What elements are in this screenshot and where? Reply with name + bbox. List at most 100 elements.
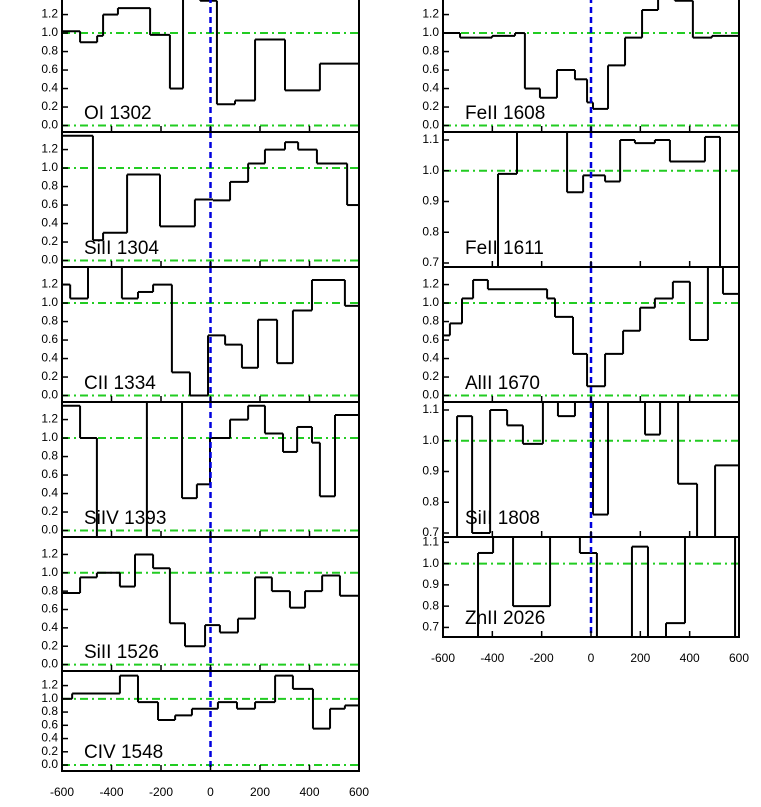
x-tick-label: 200 bbox=[630, 651, 650, 665]
y-tick-label: 0.4 bbox=[41, 81, 58, 95]
x-tick-label: 600 bbox=[349, 785, 369, 799]
y-tick-label: 0.4 bbox=[422, 351, 439, 365]
line-label: FeII 1608 bbox=[465, 103, 545, 124]
y-tick-label: 1.0 bbox=[41, 25, 58, 39]
line-label: SiII 1526 bbox=[84, 642, 159, 663]
line-label: CIV 1548 bbox=[84, 742, 163, 763]
x-tick-label: -400 bbox=[99, 785, 123, 799]
y-tick-label: 1.0 bbox=[41, 160, 58, 174]
y-tick-label: 0.6 bbox=[41, 602, 58, 616]
y-tick-label: 0.6 bbox=[41, 717, 58, 731]
y-tick-label: 0.8 bbox=[41, 704, 58, 718]
y-tick-label: 0.9 bbox=[422, 577, 439, 591]
y-tick-label: 0.0 bbox=[41, 388, 58, 402]
y-tick-label: 0.2 bbox=[41, 234, 58, 248]
y-tick-label: 0.0 bbox=[41, 253, 58, 267]
y-tick-label: 1.1 bbox=[422, 402, 439, 416]
y-tick-label: 0.0 bbox=[422, 388, 439, 402]
panel bbox=[443, 537, 739, 637]
y-tick-label: 0.6 bbox=[41, 332, 58, 346]
y-tick-label: 1.2 bbox=[422, 7, 439, 21]
y-tick-label: 0.8 bbox=[41, 449, 58, 463]
y-tick-label: 0.0 bbox=[41, 118, 58, 132]
y-tick-label: 1.2 bbox=[41, 7, 58, 21]
y-tick-label: 0.4 bbox=[41, 620, 58, 634]
y-tick-label: 1.0 bbox=[41, 295, 58, 309]
y-tick-label: 1.0 bbox=[422, 556, 439, 570]
y-tick-label: 0.8 bbox=[422, 44, 439, 58]
line-label: SiII 1304 bbox=[84, 238, 159, 259]
y-tick-label: 1.2 bbox=[41, 547, 58, 561]
y-tick-label: 0.8 bbox=[422, 494, 439, 508]
y-tick-label: 1.2 bbox=[422, 277, 439, 291]
y-tick-label: 1.0 bbox=[422, 433, 439, 447]
y-tick-label: 0.8 bbox=[422, 224, 439, 238]
y-tick-label: 0.8 bbox=[41, 314, 58, 328]
panel bbox=[62, 0, 359, 132]
y-tick-label: 0.2 bbox=[422, 99, 439, 113]
y-tick-label: 0.7 bbox=[422, 525, 439, 539]
y-tick-label: 0.8 bbox=[422, 314, 439, 328]
y-tick-label: 1.0 bbox=[41, 430, 58, 444]
y-tick-label: 0.9 bbox=[422, 194, 439, 208]
x-tick-label: -600 bbox=[50, 785, 74, 799]
x-tick-label: -200 bbox=[149, 785, 173, 799]
y-tick-label: 1.0 bbox=[422, 163, 439, 177]
y-tick-label: 1.0 bbox=[41, 691, 58, 705]
panel bbox=[443, 267, 739, 402]
y-tick-label: 0.8 bbox=[41, 583, 58, 597]
y-tick-label: 0.8 bbox=[41, 179, 58, 193]
y-tick-label: 0.2 bbox=[41, 99, 58, 113]
x-tick-label: 400 bbox=[680, 651, 700, 665]
x-tick-label: 0 bbox=[588, 651, 595, 665]
y-tick-label: 0.4 bbox=[41, 351, 58, 365]
y-tick-label: 0.8 bbox=[41, 44, 58, 58]
line-label: OI 1302 bbox=[84, 103, 152, 124]
y-tick-label: 0.0 bbox=[41, 757, 58, 771]
y-tick-label: 0.4 bbox=[41, 216, 58, 230]
y-tick-label: 1.1 bbox=[422, 534, 439, 548]
y-tick-label: 0.0 bbox=[41, 523, 58, 537]
y-tick-label: 0.6 bbox=[422, 332, 439, 346]
panel bbox=[62, 132, 359, 267]
y-tick-label: 0.7 bbox=[422, 620, 439, 634]
x-tick-label: -400 bbox=[480, 651, 504, 665]
y-tick-label: 1.0 bbox=[41, 565, 58, 579]
y-tick-label: 1.2 bbox=[41, 142, 58, 156]
y-tick-label: 0.2 bbox=[41, 369, 58, 383]
x-tick-label: -200 bbox=[530, 651, 554, 665]
x-tick-label: 600 bbox=[729, 651, 749, 665]
y-tick-label: 0.4 bbox=[41, 731, 58, 745]
panel bbox=[62, 537, 359, 671]
y-tick-label: 0.9 bbox=[422, 464, 439, 478]
y-tick-label: 0.4 bbox=[422, 81, 439, 95]
line-label: ZnII 2026 bbox=[465, 608, 545, 629]
line-label: FeII 1611 bbox=[465, 238, 544, 259]
y-tick-label: 0.4 bbox=[41, 486, 58, 500]
y-tick-label: 0.2 bbox=[41, 744, 58, 758]
y-tick-label: 0.8 bbox=[422, 598, 439, 612]
y-tick-label: 0.0 bbox=[41, 657, 58, 671]
y-tick-label: 0.2 bbox=[422, 369, 439, 383]
panel bbox=[443, 402, 739, 537]
x-tick-label: 0 bbox=[207, 785, 214, 799]
y-tick-label: 1.1 bbox=[422, 132, 439, 146]
y-tick-label: 1.2 bbox=[41, 678, 58, 692]
y-tick-label: 0.2 bbox=[41, 504, 58, 518]
line-label: SiIV 1393 bbox=[84, 508, 166, 529]
y-tick-label: 0.6 bbox=[41, 197, 58, 211]
y-tick-label: 1.2 bbox=[41, 277, 58, 291]
panel bbox=[62, 402, 359, 537]
y-tick-label: 1.2 bbox=[41, 412, 58, 426]
line-label: CII 1334 bbox=[84, 373, 156, 394]
x-tick-label: 400 bbox=[299, 785, 319, 799]
x-tick-label: -600 bbox=[431, 651, 455, 665]
y-tick-label: 0.6 bbox=[41, 467, 58, 481]
line-label: SiII 1808 bbox=[465, 508, 540, 529]
panel bbox=[443, 132, 739, 267]
y-tick-label: 0.2 bbox=[41, 638, 58, 652]
y-tick-label: 0.7 bbox=[422, 255, 439, 269]
y-tick-label: 0.0 bbox=[422, 118, 439, 132]
y-tick-label: 0.6 bbox=[422, 62, 439, 76]
